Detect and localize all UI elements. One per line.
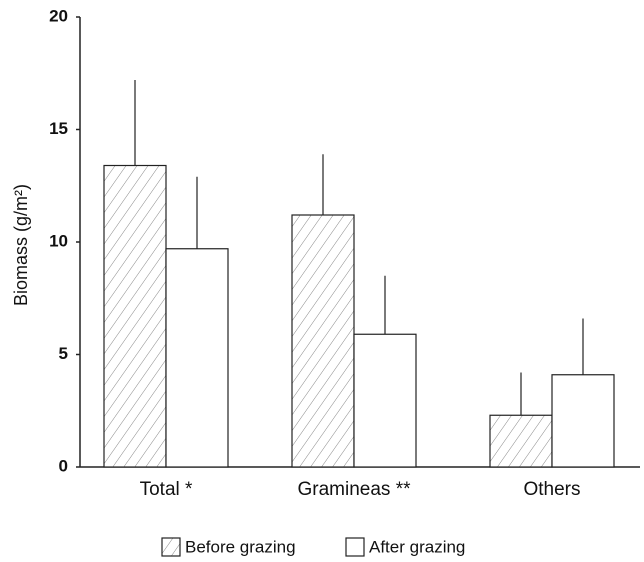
bar: [291, 214, 355, 468]
y-tick-label: 5: [59, 344, 68, 363]
bar: [551, 374, 615, 468]
bar: [489, 414, 553, 468]
x-tick-label: Gramineas **: [298, 479, 412, 500]
legend-swatch: [345, 537, 365, 557]
y-tick-label: 15: [49, 119, 68, 138]
legend-swatch: [161, 537, 181, 557]
y-tick-label: 10: [49, 231, 68, 250]
bar: [165, 248, 229, 468]
y-axis-label: Biomass (g/m²): [11, 184, 31, 306]
legend-label: After grazing: [369, 537, 465, 556]
y-tick-label: 0: [59, 456, 68, 475]
bar: [103, 164, 167, 468]
y-tick-label: 20: [49, 6, 68, 25]
x-tick-label: Total *: [140, 479, 193, 500]
legend-label: Before grazing: [185, 537, 296, 556]
x-tick-label: Others: [523, 479, 580, 500]
bar: [353, 333, 417, 468]
